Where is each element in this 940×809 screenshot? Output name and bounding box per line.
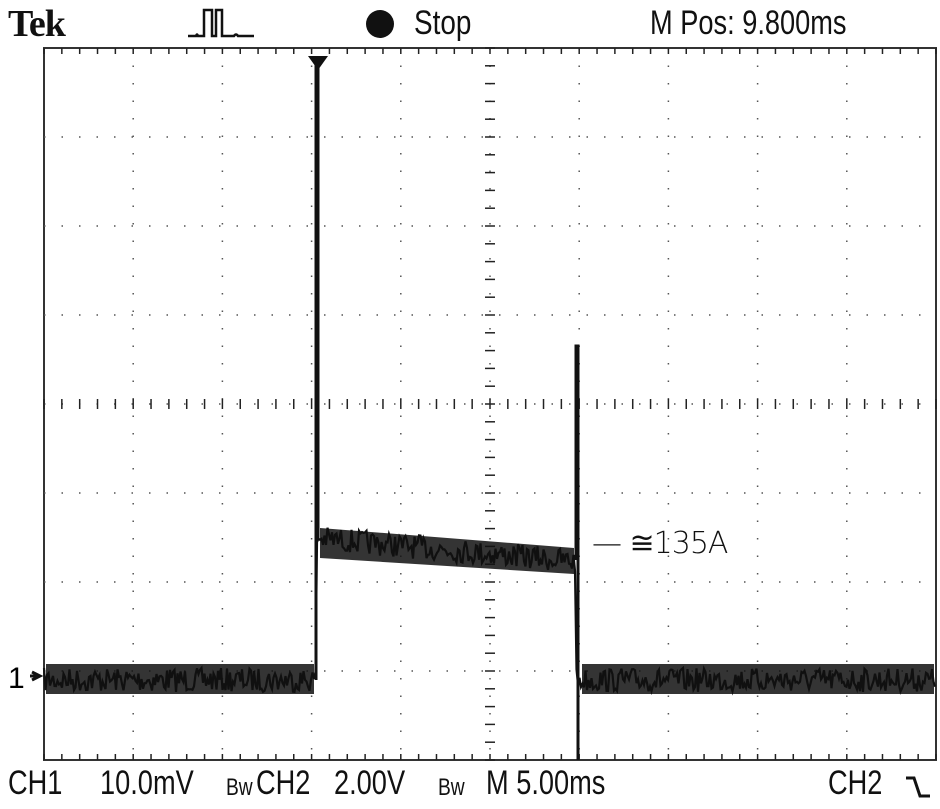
- trigger-source: CH2: [828, 764, 883, 802]
- ch1-label: CH1: [8, 764, 63, 802]
- ch1-bandwidth: Bw: [226, 774, 253, 801]
- current-annotation: — ≅135A: [592, 526, 728, 561]
- noise-band-low-left: [46, 664, 314, 694]
- graticule: [43, 47, 937, 761]
- ch1-scale: 10.0mV: [100, 764, 194, 802]
- header-bar: Tek Stop M Pos: 9.800ms: [0, 0, 940, 45]
- falling-edge-spike: [574, 344, 580, 760]
- waveform-trace: [42, 62, 937, 760]
- ch2-scale: 2.00V: [334, 764, 406, 802]
- ch2-bandwidth: Bw: [438, 774, 465, 801]
- horizontal-position-readout: M Pos: 9.800ms: [650, 4, 847, 42]
- timebase-readout: M 5.00ms: [486, 764, 606, 802]
- rising-edge-spike: [314, 62, 320, 680]
- falling-edge-icon: [906, 776, 930, 798]
- ch2-label: CH2: [256, 764, 311, 802]
- channel1-marker: 1: [8, 662, 25, 695]
- run-state-icon: [366, 10, 394, 38]
- channel1-marker-arrow-icon: [30, 670, 44, 682]
- pulse-trigger-icon: [188, 8, 254, 38]
- footer-bar: CH1 10.0mV Bw CH2 2.00V Bw M 5.00ms CH2: [0, 762, 940, 809]
- noise-band-high: [320, 528, 574, 574]
- run-state-label: Stop: [414, 4, 472, 42]
- noise-band-low-right: [582, 664, 934, 694]
- trigger-position-icon: [308, 56, 328, 70]
- brand-logo: Tek: [8, 3, 66, 45]
